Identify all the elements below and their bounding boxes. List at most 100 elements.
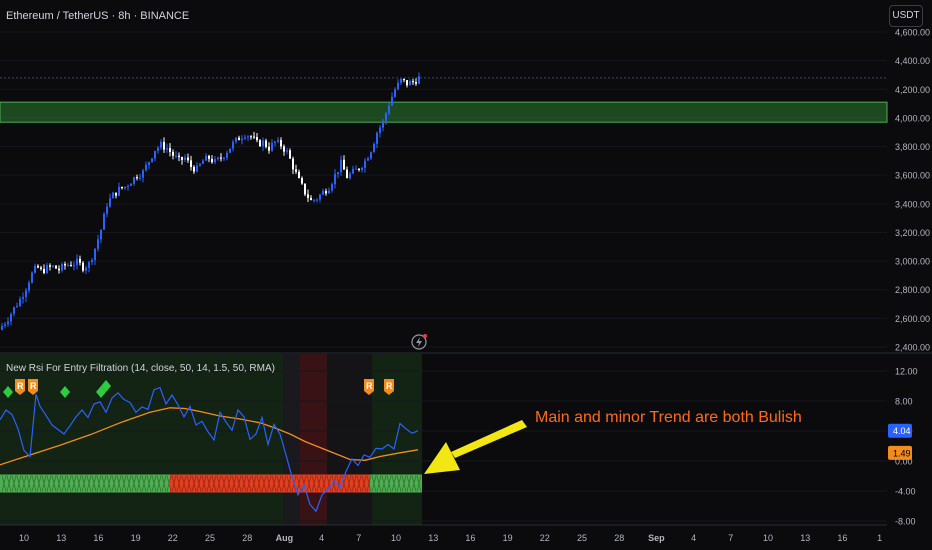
band-hatch <box>231 475 237 492</box>
band-hatch <box>296 475 302 492</box>
candle-body <box>97 239 99 249</box>
candle-body <box>271 142 273 151</box>
band-hatch <box>66 475 72 492</box>
candle-body <box>70 265 72 267</box>
time-tick-label: 25 <box>205 533 215 543</box>
lightning-icon[interactable] <box>411 334 427 350</box>
band-hatch <box>141 475 147 492</box>
candle-body <box>61 263 63 271</box>
price-axis: 4,600.00 4,400.00 4,200.00 4,000.00 3,800.00… <box>895 28 930 353</box>
candle-body <box>64 263 66 266</box>
candle-body <box>238 137 240 141</box>
candle-body <box>208 155 210 159</box>
candle-body <box>304 183 306 195</box>
time-tick-label: 4 <box>319 533 324 543</box>
candle-body <box>94 248 96 260</box>
diamond-marker <box>60 386 70 398</box>
candle-body <box>289 150 291 159</box>
rsi-value-box <box>888 423 912 438</box>
band-hatch <box>241 475 247 492</box>
band-hatch <box>51 475 57 492</box>
time-tick-label: 22 <box>168 533 178 543</box>
price-tick-label: 4,200.00 <box>895 85 930 95</box>
band-hatch <box>271 475 277 492</box>
band-hatch <box>61 475 67 492</box>
bullish-background <box>372 354 422 525</box>
candle-body <box>211 158 213 163</box>
band-hatch <box>111 475 117 492</box>
band-hatch <box>86 475 92 492</box>
band-hatch <box>21 475 27 492</box>
candle-body <box>121 186 123 189</box>
candle-body <box>325 191 327 194</box>
candle-body <box>49 265 51 267</box>
diamond-marker <box>3 386 13 398</box>
arrow-head <box>424 442 460 474</box>
chart-title: Ethereum / TetherUS · 8h · BINANCE <box>6 10 190 22</box>
candle-body <box>313 199 315 201</box>
band-hatch <box>356 475 362 492</box>
indicator-background <box>0 354 422 525</box>
band-hatch <box>311 475 317 492</box>
candle-body <box>226 152 228 158</box>
time-tick-label: 10 <box>763 533 773 543</box>
price-tick-label: 3,000.00 <box>895 257 930 267</box>
band-hatch <box>406 475 412 492</box>
candle-body <box>292 158 294 170</box>
candle-body <box>181 157 183 160</box>
band-hatch <box>151 475 157 492</box>
candle-body <box>40 267 42 269</box>
time-tick-label: 22 <box>540 533 550 543</box>
candle-body <box>328 190 330 194</box>
indicator-tick-label: 12.00 <box>895 367 918 377</box>
candle-body <box>331 184 333 191</box>
candle-body <box>340 159 342 173</box>
time-tick-label: 7 <box>356 533 361 543</box>
candle-body <box>196 165 198 172</box>
band-hatch <box>46 475 52 492</box>
candle-body <box>52 265 54 267</box>
band-hatch <box>81 475 87 492</box>
candle-body <box>184 157 186 160</box>
candle-body <box>220 157 222 159</box>
currency-button[interactable]: USDT <box>889 5 923 27</box>
candle-body <box>382 120 384 128</box>
time-tick-label: 25 <box>577 533 587 543</box>
band-hatch <box>71 475 77 492</box>
band-hatch <box>36 475 42 492</box>
candle-body <box>400 78 402 83</box>
candle-body <box>199 163 201 166</box>
candle-body <box>79 258 81 263</box>
band-hatch <box>6 475 12 492</box>
time-tick-label: 16 <box>465 533 475 543</box>
candle-body <box>34 265 36 273</box>
candle-body <box>82 262 84 271</box>
band-hatch <box>216 475 222 492</box>
time-tick-label: 13 <box>428 533 438 543</box>
candle-body <box>46 265 48 273</box>
candle-body <box>73 265 75 267</box>
band-hatch <box>101 475 107 492</box>
candle-body <box>142 170 144 178</box>
band-hatch <box>56 475 62 492</box>
time-tick-label: Sep <box>648 533 665 543</box>
candle-body <box>88 262 90 268</box>
candle-body <box>361 167 363 171</box>
candle-body <box>1 325 3 330</box>
candle-body <box>175 155 177 157</box>
rsi-line <box>0 386 419 513</box>
band-hatch <box>11 475 17 492</box>
candle-body <box>202 160 204 164</box>
band-hatch <box>196 475 202 492</box>
band-hatch <box>386 475 392 492</box>
candle-body <box>217 157 219 160</box>
candle-body <box>277 140 279 142</box>
band-hatch <box>251 475 257 492</box>
candle-body <box>19 298 21 307</box>
candle-body <box>160 141 162 148</box>
band-hatch <box>191 475 197 492</box>
candle-body <box>223 157 225 159</box>
band-hatch <box>396 475 402 492</box>
candle-body <box>16 306 18 308</box>
candle-body <box>235 137 237 142</box>
